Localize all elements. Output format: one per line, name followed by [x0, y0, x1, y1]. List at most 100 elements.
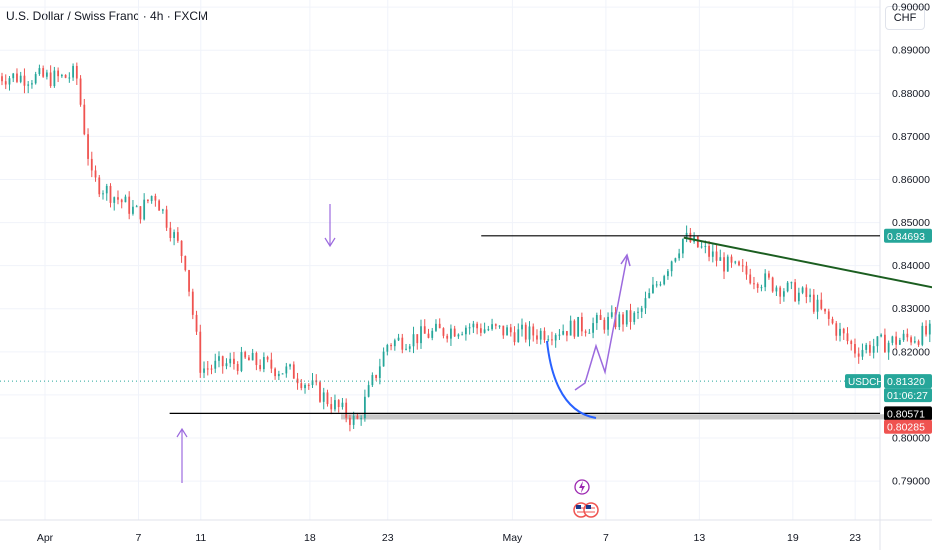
candle-body — [928, 323, 931, 335]
candle-body — [906, 333, 909, 338]
candle-body — [319, 382, 321, 402]
x-tick-label: 11 — [195, 532, 206, 544]
symbol-tag-bg — [845, 374, 881, 389]
candle-body — [435, 323, 437, 331]
candle-body — [210, 368, 213, 370]
y-tick-label: 0.86000 — [892, 174, 930, 186]
candle-body — [464, 327, 467, 335]
candle-body — [330, 404, 333, 410]
candle-body — [244, 352, 247, 358]
candle-body — [715, 251, 718, 261]
candle-body — [109, 185, 112, 203]
candle-body — [887, 342, 890, 353]
candle-body — [274, 368, 277, 377]
candle-body — [700, 246, 703, 248]
candle-body — [132, 206, 134, 214]
x-tick-label: 7 — [603, 532, 609, 544]
candle-body — [322, 392, 325, 402]
candle-body — [487, 329, 490, 331]
candle-body — [248, 357, 250, 361]
projection-arrowhead — [620, 253, 631, 267]
candle-body — [341, 402, 344, 408]
candle-body — [618, 314, 621, 328]
candle-body — [883, 334, 886, 353]
candle-body — [438, 323, 441, 329]
stop-price-label: 0.80285 — [887, 422, 925, 434]
y-tick-label: 0.80000 — [892, 432, 930, 444]
candle-body — [75, 65, 78, 79]
candle-body — [334, 400, 336, 410]
candle-body — [566, 331, 568, 336]
y-tick-label: 0.85000 — [892, 217, 930, 229]
candle-body — [652, 284, 654, 293]
last-price-label: 0.81320 — [887, 376, 925, 388]
candle-body — [738, 261, 740, 266]
x-tick-label: 19 — [787, 532, 799, 544]
curve-drawing[interactable] — [546, 340, 597, 419]
candle-body — [681, 238, 684, 254]
lightning-icon — [579, 481, 585, 493]
candle-body — [225, 363, 228, 367]
candle-body — [16, 73, 18, 82]
y-tick-label: 0.87000 — [892, 131, 930, 143]
candle-body — [199, 331, 202, 373]
candle-body — [771, 277, 774, 292]
candle-body — [147, 199, 149, 202]
candle-body — [756, 283, 759, 288]
candle-body — [34, 74, 37, 84]
candle-body — [453, 328, 456, 337]
candle-body — [558, 334, 561, 336]
candle-body — [640, 308, 643, 312]
candle-body — [363, 396, 366, 419]
candle-body — [390, 345, 392, 347]
candle-body — [633, 312, 636, 322]
candle-body — [259, 365, 262, 370]
candle-body — [289, 364, 291, 367]
candle-body — [622, 314, 624, 325]
candle-body — [801, 287, 804, 293]
candle-body — [670, 261, 673, 272]
candle-body — [367, 385, 370, 397]
candle-body — [569, 320, 572, 336]
candle-body — [124, 196, 127, 203]
candle-body — [779, 287, 782, 297]
currency-button[interactable]: CHF — [885, 6, 925, 30]
candle-body — [161, 209, 164, 211]
candle-body — [831, 318, 834, 324]
candle-body — [708, 245, 710, 257]
trendline[interactable] — [683, 236, 932, 378]
countdown-label: 01:06:27 — [887, 390, 928, 402]
candle-body — [60, 74, 63, 77]
candle-body — [49, 72, 52, 87]
candle-body — [57, 70, 60, 77]
candle-body — [607, 316, 609, 330]
candle-body — [203, 368, 205, 373]
candle-body — [236, 364, 239, 371]
candle-body — [573, 320, 576, 337]
candle-body — [850, 341, 853, 345]
candle-body — [842, 328, 845, 334]
candle-body — [753, 283, 755, 285]
candle-body — [266, 357, 269, 360]
candle-body — [509, 327, 512, 333]
candle-body — [775, 287, 778, 292]
candle-body — [45, 72, 48, 77]
candle-body — [820, 299, 823, 309]
candle-body — [38, 68, 41, 75]
candle-body — [532, 326, 535, 336]
candle-body — [72, 65, 74, 78]
chart-title: U.S. Dollar / Swiss Franc · 4h · FXCM — [6, 9, 209, 23]
candle-body — [663, 276, 666, 285]
candle-body — [876, 336, 879, 347]
top-arrow-head — [324, 237, 336, 248]
candle-body — [846, 333, 849, 342]
candle-body — [588, 332, 591, 334]
candle-body — [902, 333, 905, 341]
candle-body — [861, 349, 864, 357]
candle-body — [229, 358, 232, 364]
candle-body — [378, 366, 381, 378]
candle-body — [521, 324, 523, 330]
projection-path[interactable] — [574, 256, 628, 391]
candle-body — [285, 366, 288, 374]
